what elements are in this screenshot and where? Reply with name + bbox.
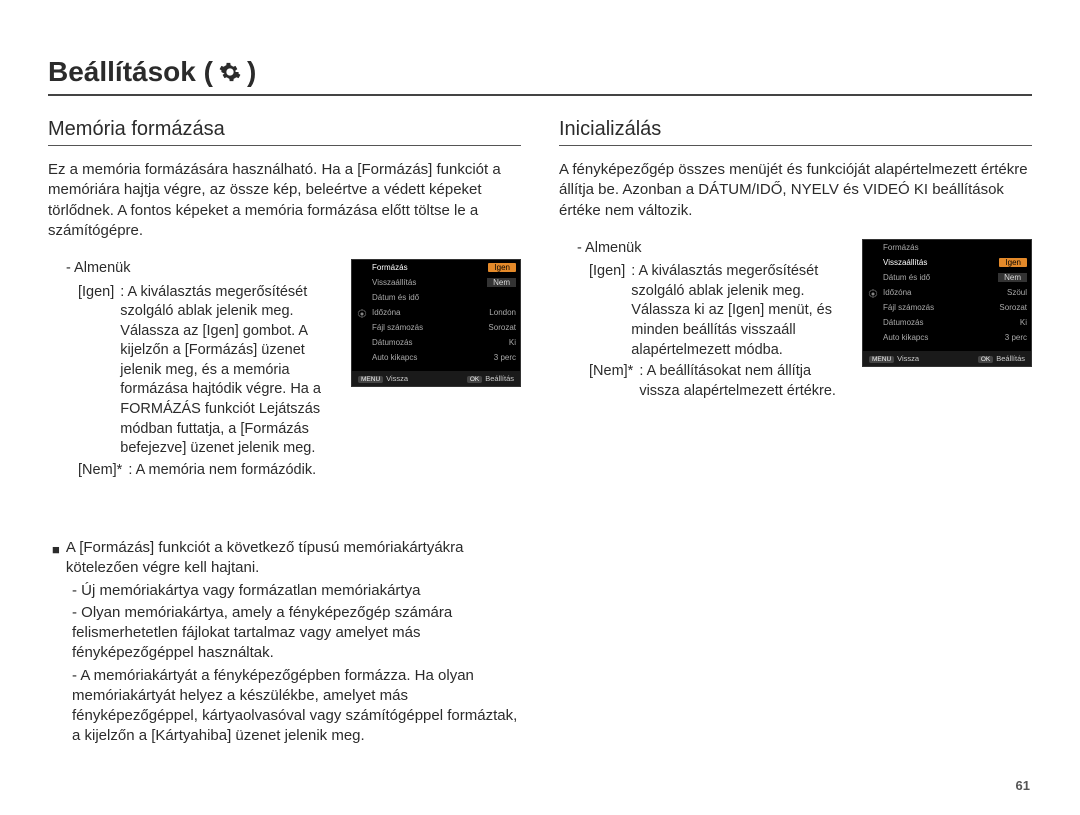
title-text: Beállítások (	[48, 56, 213, 88]
camera-menu-row: Időzóna Szöul	[863, 285, 1031, 300]
right-opt-nem: [Nem]* : A beállításokat nem állítja vis…	[577, 362, 850, 401]
note-item: - Új memóriakártya vagy formázatlan memó…	[52, 581, 521, 601]
camera-menu-key: Időzóna	[372, 308, 400, 317]
camera-menu-value: Igen	[488, 263, 516, 272]
ok-tag: OK	[467, 376, 482, 383]
page-number: 61	[1016, 778, 1030, 793]
camera-menu-row: Formázás Igen	[352, 260, 520, 275]
note-item: - Olyan memóriakártya, amely a fényképez…	[52, 603, 521, 664]
camera-menu-key: Fájl számozás	[883, 303, 934, 312]
camera-menu-screenshot-left: Formázás Igen Visszaállítás Nem Dátum és idő…	[351, 259, 521, 387]
page-title: Beállítások ( )	[48, 56, 1032, 96]
camera-menu-row: Dátum és idő	[352, 290, 520, 305]
camera-menu-key: Visszaállítás	[883, 258, 927, 267]
camera-menu-value: Nem	[487, 278, 516, 287]
left-notes: ■ A [Formázás] funkciót a következő típu…	[48, 538, 521, 747]
camera-menu-key: Formázás	[372, 263, 408, 272]
camera-menu-key: Fájl számozás	[372, 323, 423, 332]
opt-key: [Igen]	[589, 262, 625, 360]
camera-menu-screenshot-right: Formázás Visszaállítás Igen Dátum és idő Nem…	[862, 239, 1032, 367]
camera-menu-key: Dátum és idő	[883, 273, 930, 282]
left-column: Memória formázása Ez a memória formázásá…	[48, 118, 521, 747]
camera-menu-value: 3 perc	[494, 353, 516, 362]
note-head-text: A [Formázás] funkciót a következő típusú…	[66, 538, 521, 579]
camera-menu-key: Dátum és idő	[372, 293, 419, 302]
camera-menu-row: Fájl számozás Sorozat	[352, 320, 520, 335]
two-column-layout: Memória formázása Ez a memória formázásá…	[48, 118, 1032, 747]
right-submenu-label: - Almenük	[577, 239, 850, 259]
camera-menu-row: Dátumozás Ki	[863, 315, 1031, 330]
camera-menu-footer: MENUVissza OKBeállítás	[863, 351, 1031, 366]
footer-back: Vissza	[386, 374, 408, 383]
camera-menu-key: Auto kikapcs	[372, 353, 417, 362]
camera-menu-key: Időzóna	[883, 288, 911, 297]
camera-menu-value: 3 perc	[1005, 333, 1027, 342]
camera-menu-footer: MENUVissza OKBeállítás	[352, 371, 520, 386]
camera-menu-key: Dátumozás	[883, 318, 923, 327]
note-heading: ■ A [Formázás] funkciót a következő típu…	[52, 538, 521, 579]
gear-icon	[867, 288, 879, 300]
camera-menu-key: Visszaállítás	[372, 278, 416, 287]
right-submenu-block: - Almenük [Igen] : A kiválasztás megerős…	[559, 239, 1032, 404]
right-column: Inicializálás A fényképezőgép összes men…	[559, 118, 1032, 747]
footer-set: Beállítás	[996, 354, 1025, 363]
gear-icon	[356, 308, 368, 320]
menu-tag: MENU	[869, 356, 894, 363]
menu-tag: MENU	[358, 376, 383, 383]
camera-menu-value: Nem	[998, 273, 1027, 282]
right-opt-igen: [Igen] : A kiválasztás megerősítését szo…	[577, 262, 850, 360]
camera-menu-value: Ki	[1020, 318, 1027, 327]
opt-key: [Igen]	[78, 283, 114, 459]
footer-set: Beállítás	[485, 374, 514, 383]
camera-menu-value: London	[489, 308, 516, 317]
opt-key: [Nem]*	[589, 362, 633, 401]
camera-menu-row: Időzóna London	[352, 305, 520, 320]
left-submenu-text: - Almenük [Igen] : A kiválasztás megerős…	[48, 259, 339, 482]
ok-tag: OK	[978, 356, 993, 363]
opt-key: [Nem]*	[78, 461, 122, 481]
note-item: - A memóriakártyát a fényképezőgépben fo…	[52, 666, 521, 747]
camera-menu-key: Formázás	[883, 243, 919, 252]
left-opt-igen: [Igen] : A kiválasztás megerősítését szo…	[66, 283, 339, 459]
footer-back: Vissza	[897, 354, 919, 363]
left-opt-nem: [Nem]* : A memória nem formázódik.	[66, 461, 339, 481]
left-heading: Memória formázása	[48, 118, 521, 146]
camera-menu-value: Sorozat	[999, 303, 1027, 312]
camera-menu-value: Sorozat	[488, 323, 516, 332]
camera-menu-value: Ki	[509, 338, 516, 347]
left-submenu-label: - Almenük	[66, 259, 339, 279]
camera-menu-value: Szöul	[1007, 288, 1027, 297]
opt-val: : A kiválasztás megerősítését szolgáló a…	[631, 262, 850, 360]
camera-menu-row: Formázás	[863, 240, 1031, 255]
left-submenu-block: - Almenük [Igen] : A kiválasztás megerős…	[48, 259, 521, 482]
camera-menu-value: Igen	[999, 258, 1027, 267]
camera-menu-row: Visszaállítás Igen	[863, 255, 1031, 270]
camera-menu-row: Visszaállítás Nem	[352, 275, 520, 290]
right-heading: Inicializálás	[559, 118, 1032, 146]
title-close: )	[247, 56, 256, 88]
camera-menu-key: Auto kikapcs	[883, 333, 928, 342]
camera-menu-row: Auto kikapcs 3 perc	[863, 330, 1031, 345]
camera-menu-row: Auto kikapcs 3 perc	[352, 350, 520, 365]
opt-val: : A memória nem formázódik.	[128, 461, 316, 481]
camera-menu-row: Dátum és idő Nem	[863, 270, 1031, 285]
camera-menu-row: Dátumozás Ki	[352, 335, 520, 350]
gear-icon	[219, 61, 241, 83]
right-intro: A fényképezőgép összes menüjét és funkci…	[559, 160, 1032, 221]
camera-menu-key: Dátumozás	[372, 338, 412, 347]
left-intro: Ez a memória formázására használható. Ha…	[48, 160, 521, 241]
camera-menu-row: Fájl számozás Sorozat	[863, 300, 1031, 315]
opt-val: : A beállításokat nem állítja vissza ala…	[639, 362, 850, 401]
square-bullet-icon: ■	[52, 541, 60, 582]
right-submenu-text: - Almenük [Igen] : A kiválasztás megerős…	[559, 239, 850, 404]
opt-val: : A kiválasztás megerősítését szolgáló a…	[120, 283, 339, 459]
